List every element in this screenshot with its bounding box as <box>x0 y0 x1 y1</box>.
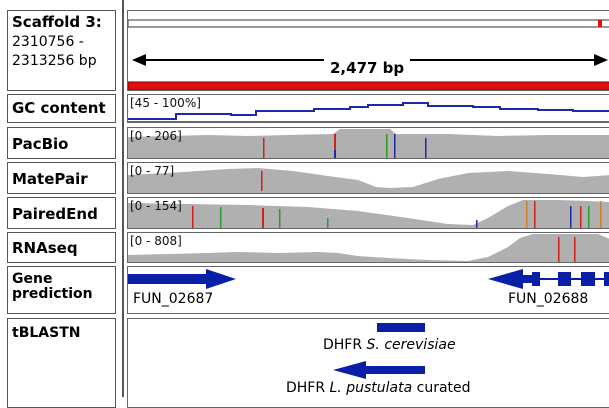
pairedend-range: [0 - 154] <box>130 199 182 213</box>
gene-exon <box>581 272 595 286</box>
pacbio-track[interactable]: [0 - 206] <box>127 127 609 159</box>
pairedend-track[interactable]: [0 - 154] <box>127 197 609 229</box>
span-arrow-right-icon <box>594 54 608 66</box>
pairedend-mismatch <box>534 201 536 228</box>
gene-track-name-line2: prediction <box>12 286 93 302</box>
gc-track-name: GC content <box>12 99 106 117</box>
blast-hit-s-cerevisiae[interactable] <box>377 323 425 332</box>
gene-exon <box>532 272 540 286</box>
span-length-label: 2,477 bp <box>324 59 411 77</box>
span-arrow-left-icon <box>132 54 146 66</box>
pacbio-mismatch <box>425 138 427 158</box>
pacbio-label-panel: PacBio <box>7 127 116 159</box>
pairedend-mismatch <box>262 208 264 228</box>
pacbio-mismatch <box>394 134 396 158</box>
rnaseq-svg <box>128 234 609 262</box>
gc-svg <box>128 102 609 122</box>
pairedend-mismatch <box>327 218 329 228</box>
matepair-svg <box>128 168 609 193</box>
pacbio-mismatch <box>386 134 388 158</box>
pairedend-mismatch <box>588 206 590 228</box>
pairedend-mismatch <box>220 207 222 228</box>
blast-label-panel: tBLASTN <box>7 318 116 408</box>
pairedend-mismatch <box>600 201 602 228</box>
blast-hit-label-2-suffix: curated <box>412 380 471 396</box>
matepair-coverage <box>128 168 609 193</box>
panel-divider[interactable] <box>122 0 124 397</box>
pairedend-mismatch <box>526 201 528 228</box>
pairedend-mismatch <box>476 220 478 228</box>
gene-arrow-fun-02687-icon[interactable] <box>128 269 236 289</box>
pairedend-mismatch <box>580 206 582 228</box>
gene-label-panel: Gene prediction <box>7 266 116 314</box>
ruler-track[interactable]: 2,477 bp <box>127 10 609 91</box>
locus-range-line1: 2310756 - <box>12 34 84 50</box>
region-of-interest-bar[interactable] <box>128 81 609 90</box>
gene-track-name-line1: Gene <box>12 271 53 287</box>
ruler-svg <box>128 19 609 90</box>
blast-hit-l-pustulata-arrow-icon[interactable] <box>333 361 425 379</box>
chromosome-ideogram <box>128 19 609 28</box>
gene-svg <box>128 269 609 289</box>
rnaseq-label-panel: RNAseq <box>7 232 116 263</box>
gc-content-line <box>128 102 609 120</box>
rnaseq-mismatch <box>558 237 560 262</box>
pairedend-track-name: PairedEnd <box>12 205 98 223</box>
pacbio-track-name: PacBio <box>12 135 69 153</box>
pacbio-range: [0 - 206] <box>130 129 182 143</box>
ruler-label-panel: Scaffold 3: 2310756 - 2313256 bp <box>7 10 116 91</box>
rnaseq-mismatch <box>574 237 576 262</box>
pacbio-mismatch <box>334 150 336 158</box>
blast-svg <box>333 323 425 379</box>
matepair-track-name: MatePair <box>12 170 88 188</box>
gene-track[interactable]: FUN_02687 FUN_02688 <box>127 266 609 314</box>
pairedend-mismatch <box>570 206 572 228</box>
rnaseq-coverage <box>128 234 609 262</box>
pairedend-svg <box>128 200 609 228</box>
pairedend-mismatch <box>279 209 281 228</box>
gene-exon <box>558 272 571 286</box>
gene-exon <box>604 272 609 286</box>
pacbio-coverage <box>128 129 609 158</box>
gene-label-fun-02688[interactable]: FUN_02688 <box>508 291 589 307</box>
gene-arrow-fun-02688-icon[interactable] <box>488 269 533 289</box>
matepair-track[interactable]: [0 - 77] <box>127 162 609 194</box>
pairedend-coverage <box>128 200 609 228</box>
blast-hit-label-1-species: S. cerevisiae <box>366 337 456 353</box>
matepair-range: [0 - 77] <box>130 164 175 178</box>
scaffold-title: Scaffold 3: <box>12 13 102 31</box>
pacbio-mismatch <box>263 138 265 158</box>
matepair-mismatch <box>261 171 263 191</box>
blast-hit-label-2[interactable]: DHFR L. pustulata curated <box>286 380 471 396</box>
blast-track-name: tBLASTN <box>12 325 81 341</box>
locus-range-line2: 2313256 bp <box>12 53 97 69</box>
rnaseq-track-name: RNAseq <box>12 239 78 257</box>
pacbio-svg <box>128 129 609 158</box>
rnaseq-range: [0 - 808] <box>130 234 182 248</box>
blast-hit-label-2-prefix: DHFR <box>286 380 330 396</box>
pacbio-mismatch <box>334 134 336 158</box>
gene-label-fun-02687[interactable]: FUN_02687 <box>133 291 214 307</box>
blast-hit-label-1-prefix: DHFR <box>323 337 367 353</box>
pairedend-mismatch <box>192 206 194 228</box>
pairedend-label-panel: PairedEnd <box>7 197 116 229</box>
rnaseq-track[interactable]: [0 - 808] <box>127 232 609 263</box>
blast-hit-label-1[interactable]: DHFR S. cerevisiae <box>323 337 456 353</box>
gc-track[interactable]: [45 - 100%] <box>127 94 609 123</box>
matepair-label-panel: MatePair <box>7 162 116 194</box>
gc-range: [45 - 100%] <box>130 96 201 110</box>
blast-hit-label-2-species: L. pustulata <box>329 380 413 396</box>
blast-track[interactable]: DHFR S. cerevisiae DHFR L. pustulata cur… <box>127 318 609 408</box>
ideogram-position-marker <box>598 20 602 27</box>
gc-label-panel: GC content <box>7 94 116 123</box>
